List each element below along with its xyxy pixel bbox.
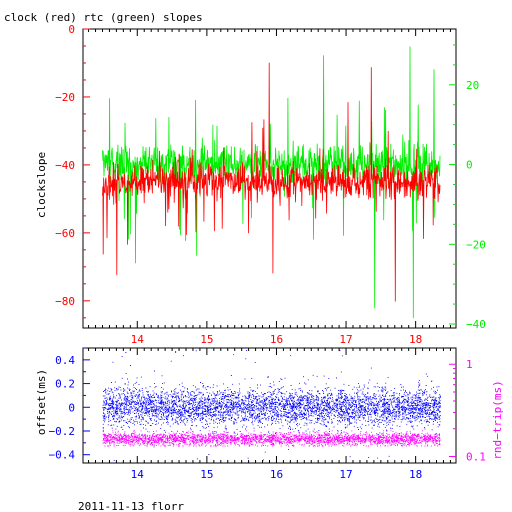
y-tick-label-left: −60 [55,227,75,240]
footer-label: 2011-11-13 florr [78,500,184,512]
x-tick-label: 18 [409,333,422,346]
y-tick-label-right: 0 [466,159,473,172]
x-tick-label: 18 [409,468,422,481]
y-tick-label-left: 0 [68,401,75,414]
y-tick-label-left: 0 [68,23,75,36]
slope-panel: 14 15 16 17 18 0 −20 −40 −60 −80 20 0 −20 −40 clocksl… [35,23,486,346]
offset-panel: 14 15 16 17 18 0.4 0.2 0 −0.2 −0.4 1 0.1 offset(ms)… [35,347,504,481]
y-tick-label-left: −20 [55,91,75,104]
y2-tick-label: 0.1 [466,450,486,463]
y-tick-label-left: −80 [55,295,75,308]
chart-title: clock (red) rtc (green) slopes [4,11,203,24]
offset-series [102,350,441,462]
x-tick-label: 14 [131,333,145,346]
y-tick-label-left: 0.4 [55,354,75,367]
y-axis-label: clockslope [35,152,48,218]
y-tick-label-left: −0.4 [49,449,76,462]
x-tick-label: 16 [270,468,283,481]
y-tick-label-left: 0.2 [55,378,75,391]
slope-series [102,46,441,319]
series-line-rtc [102,46,441,319]
y-tick-label-left: −40 [55,159,75,172]
y-tick-label-right: −20 [466,238,486,251]
y-axis-label-offset: offset(ms) [35,369,48,435]
x-tick-label: 15 [200,468,213,481]
offset-axes: 14 15 16 17 18 0.4 0.2 0 −0.2 −0.4 1 0.1 [49,347,486,481]
y-tick-label-right: 20 [466,79,479,92]
x-tick-label: 16 [270,333,283,346]
scatter-points-offset [102,350,441,462]
x-tick-label: 17 [339,468,352,481]
scatter-points-roundtrip [102,430,441,447]
y-tick-label-right: −40 [466,318,486,331]
series-line-clock [102,62,441,302]
y2-axis-label-roundtrip: rnd−trip(ms) [491,380,504,459]
slope-axes: 14 15 16 17 18 0 −20 −40 −60 −80 20 0 −20 −40 [55,23,486,346]
y2-tick-label: 1 [466,358,473,371]
y-tick-label-left: −0.2 [49,425,76,438]
x-tick-label: 14 [131,468,145,481]
x-tick-label: 15 [200,333,213,346]
x-tick-label: 17 [339,333,352,346]
